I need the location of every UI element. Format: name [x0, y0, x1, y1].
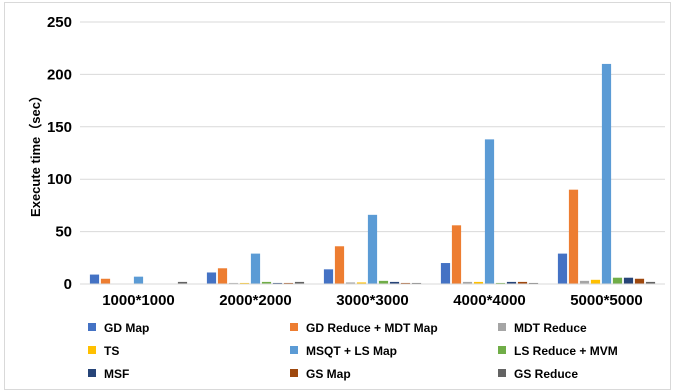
- legend-swatch: [290, 323, 298, 331]
- bar-gd-map-5: [557, 253, 568, 284]
- bar-ls-reduce-mvm-5: [612, 277, 623, 284]
- legend-swatch: [290, 369, 298, 377]
- bar-gd-reduce-mdt-map-4: [451, 225, 462, 284]
- legend-label: GS Map: [306, 367, 351, 381]
- x-tick-label: 4000*4000: [453, 292, 526, 309]
- bar-gd-reduce-mdt-map-1: [100, 278, 111, 284]
- bar-gd-map-4: [440, 263, 451, 284]
- bar-gs-reduce-2: [294, 281, 305, 284]
- bar-gs-reduce-1: [177, 281, 188, 284]
- bar-gd-reduce-mdt-map-3: [334, 246, 345, 284]
- legend-swatch: [498, 369, 506, 377]
- bar-ts-5: [590, 279, 601, 284]
- bar-msf-5: [623, 277, 634, 284]
- bar-gd-reduce-mdt-map-2: [217, 268, 228, 284]
- legend-swatch: [88, 369, 96, 377]
- x-axis-ticks: 1000*1000 2000*2000 3000*3000 4000*4000 5000…: [102, 292, 643, 309]
- bars: [89, 63, 656, 284]
- y-tick-label: 100: [47, 171, 72, 188]
- y-axis-ticks: 0 50 100 150 200 250: [47, 14, 72, 293]
- legend-label: GD Map: [104, 321, 149, 335]
- bar-gs-reduce-3: [411, 282, 422, 284]
- bar-ls-reduce-mvm-3: [378, 280, 389, 284]
- y-axis-title: Execute time（sec）: [28, 89, 43, 217]
- x-tick-label: 1000*1000: [102, 292, 175, 309]
- x-tick-label: 5000*5000: [570, 292, 643, 309]
- legend-label: LS Reduce + MVM: [514, 344, 618, 358]
- bar-msf-4: [506, 281, 517, 284]
- y-tick-label: 250: [47, 14, 72, 31]
- bar-msf-2: [272, 282, 283, 284]
- y-tick-label: 150: [47, 119, 72, 136]
- bar-gs-map-2: [283, 282, 294, 284]
- bar-ts-3: [356, 282, 367, 284]
- bar-ts-4: [473, 281, 484, 284]
- legend-swatch: [498, 346, 506, 354]
- legend-swatch: [498, 323, 506, 331]
- bar-msf-3: [389, 281, 400, 284]
- bar-gs-reduce-5: [645, 281, 656, 284]
- bar-ls-reduce-mvm-4: [495, 282, 506, 284]
- bar-mdt-reduce-2: [228, 282, 239, 284]
- legend-label: MSQT + LS Map: [306, 344, 397, 358]
- y-tick-label: 50: [55, 224, 72, 241]
- legend: GD Map GD Reduce + MDT Map MDT Reduce TS MSQ…: [88, 321, 618, 381]
- y-tick-label: 200: [47, 66, 72, 83]
- legend-label: MDT Reduce: [514, 321, 587, 335]
- bar-gs-map-3: [400, 282, 411, 284]
- legend-swatch: [88, 346, 96, 354]
- legend-swatch: [290, 346, 298, 354]
- x-tick-label: 2000*2000: [219, 292, 292, 309]
- bar-gs-map-5: [634, 278, 645, 284]
- bar-gd-map-2: [206, 272, 217, 284]
- gridlines: [80, 21, 665, 233]
- bar-msqt-ls-map-2: [250, 253, 261, 284]
- bar-gd-map-3: [323, 269, 334, 284]
- bar-gs-map-4: [517, 281, 528, 284]
- legend-label: GS Reduce: [514, 367, 578, 381]
- bar-msqt-ls-map-5: [601, 63, 612, 284]
- bar-gd-map-1: [89, 274, 100, 284]
- bar-mdt-reduce-3: [345, 282, 356, 284]
- bar-mdt-reduce-4: [462, 281, 473, 284]
- bar-msqt-ls-map-1: [133, 276, 144, 284]
- bar-gs-reduce-4: [528, 282, 539, 284]
- chart-frame: [4, 2, 671, 390]
- bar-msqt-ls-map-4: [484, 139, 495, 284]
- bar-gd-reduce-mdt-map-5: [568, 189, 579, 284]
- legend-swatch: [88, 323, 96, 331]
- legend-label: TS: [104, 344, 119, 358]
- y-tick-label: 0: [64, 276, 72, 293]
- legend-label: MSF: [104, 367, 129, 381]
- bar-ls-reduce-mvm-2: [261, 281, 272, 284]
- legend-label: GD Reduce + MDT Map: [306, 321, 438, 335]
- bar-mdt-reduce-5: [579, 280, 590, 284]
- bar-ts-2: [239, 282, 250, 284]
- x-tick-label: 3000*3000: [336, 292, 409, 309]
- bar-msqt-ls-map-3: [367, 214, 378, 284]
